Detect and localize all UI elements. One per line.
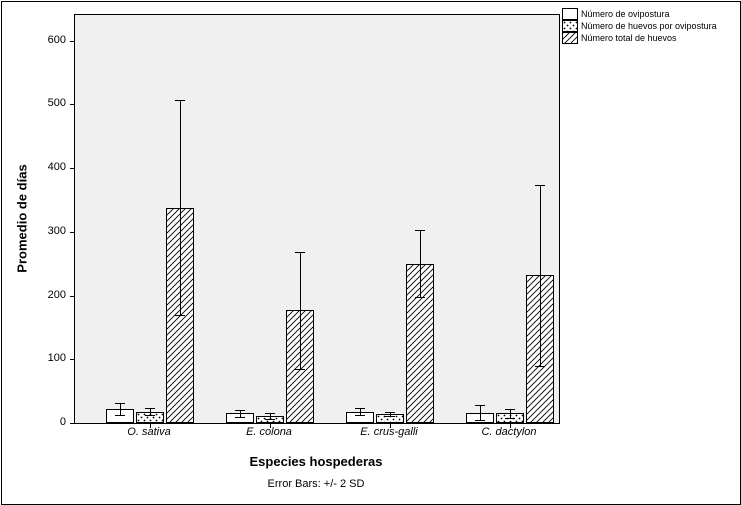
error-bar-cap <box>175 100 185 101</box>
y-tick <box>70 232 75 233</box>
x-axis-labels: O. sativa E. colona E. crus-galli C. dactyl… <box>74 426 558 446</box>
y-tick-label: 600 <box>48 34 66 46</box>
error-bar <box>480 405 481 420</box>
plot-area <box>74 14 560 424</box>
error-bar <box>300 252 301 369</box>
error-bar <box>420 230 421 296</box>
y-tick <box>70 423 75 424</box>
legend-item: Número de ovipostura <box>562 8 738 20</box>
error-bar-cap <box>115 415 125 416</box>
error-bar-cap <box>475 405 485 406</box>
x-axis-title: Especies hospederas <box>74 454 558 469</box>
error-bar-cap <box>415 230 425 231</box>
y-tick-label: 100 <box>48 352 66 364</box>
error-bar-cap <box>175 315 185 316</box>
error-bar-cap <box>265 419 275 420</box>
legend-item: Número total de huevos <box>562 32 738 44</box>
error-bar-cap <box>295 252 305 253</box>
error-bar <box>180 100 181 314</box>
error-bar-cap <box>535 185 545 186</box>
error-bar-cap <box>475 420 485 421</box>
x-tick-label: E. colona <box>246 426 292 438</box>
y-tick-label: 200 <box>48 289 66 301</box>
legend-item: Número de huevos por ovipostura <box>562 20 738 32</box>
error-bar-cap <box>115 403 125 404</box>
y-tick-label: 400 <box>48 161 66 173</box>
error-bar-cap <box>145 415 155 416</box>
error-bar-cap <box>355 408 365 409</box>
error-bar-cap <box>265 413 275 414</box>
y-tick <box>70 104 75 105</box>
y-axis-title: Promedio de días <box>12 14 32 422</box>
legend: Número de oviposturaNúmero de huevos por… <box>562 8 738 44</box>
y-tick <box>70 168 75 169</box>
error-bar-cap <box>385 416 395 417</box>
chart-frame: Promedio de días 0 100 200 300 400 500 600 O. … <box>1 1 741 505</box>
x-tick-label: C. dactylon <box>481 426 536 438</box>
error-bar-cap <box>505 418 515 419</box>
error-bars-caption: Error Bars: +/- 2 SD <box>74 478 558 490</box>
error-bar-cap <box>415 297 425 298</box>
error-bar-cap <box>235 417 245 418</box>
error-bar <box>540 185 541 366</box>
y-tick <box>70 41 75 42</box>
y-tick <box>70 296 75 297</box>
error-bar-cap <box>235 410 245 411</box>
legend-swatch <box>562 32 578 44</box>
error-bar-cap <box>505 409 515 410</box>
legend-swatch <box>562 8 578 20</box>
error-bar-cap <box>535 366 545 367</box>
legend-label: Número de huevos por ovipostura <box>581 20 717 32</box>
y-tick-label: 300 <box>48 225 66 237</box>
error-bar-cap <box>385 412 395 413</box>
error-bar-cap <box>145 408 155 409</box>
y-tick-label: 500 <box>48 97 66 109</box>
error-bar <box>120 403 121 414</box>
legend-label: Número de ovipostura <box>581 8 670 20</box>
legend-label: Número total de huevos <box>581 32 677 44</box>
x-tick-label: E. crus-galli <box>360 426 417 438</box>
y-axis-title-text: Promedio de días <box>15 164 30 272</box>
legend-swatch <box>562 20 578 32</box>
y-tick-label: 0 <box>60 416 66 428</box>
error-bar <box>510 409 511 418</box>
error-bar-cap <box>355 415 365 416</box>
y-tick <box>70 359 75 360</box>
error-bar-cap <box>295 369 305 370</box>
y-axis-labels: 0100200300400500600 <box>36 14 70 422</box>
x-tick-label: O. sativa <box>127 426 170 438</box>
